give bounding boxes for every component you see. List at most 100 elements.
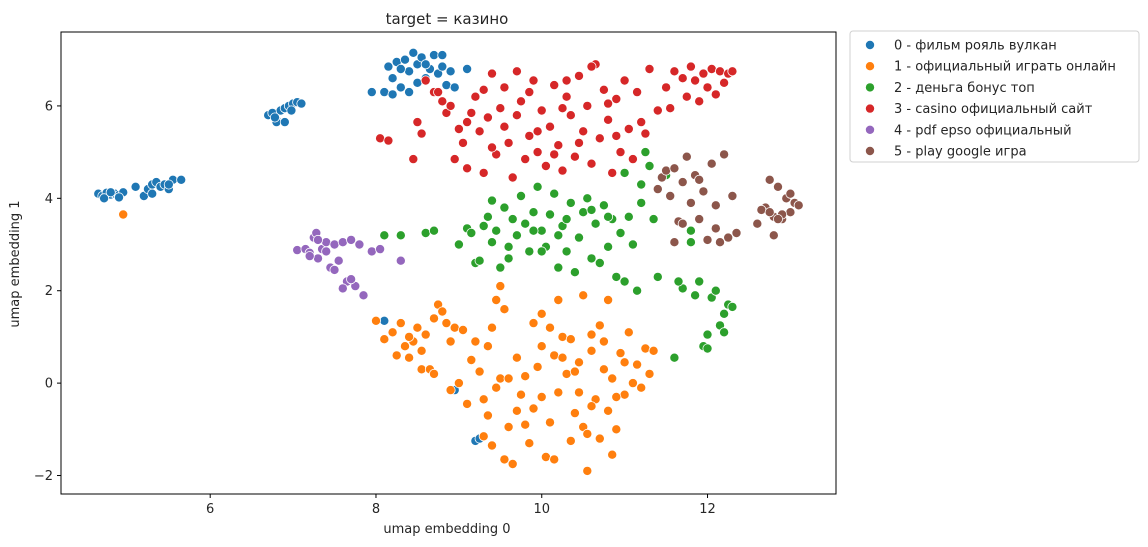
data-point (578, 126, 589, 137)
legend-marker (865, 61, 876, 72)
data-point (574, 387, 585, 398)
data-point (482, 211, 493, 222)
data-point (594, 320, 605, 331)
data-point (565, 334, 576, 345)
data-point (387, 327, 398, 338)
data-point (574, 232, 585, 243)
data-point (395, 318, 406, 329)
data-point (379, 334, 390, 345)
data-point (623, 124, 634, 135)
data-point (615, 348, 626, 359)
data-point (594, 257, 605, 268)
data-point (545, 209, 556, 220)
data-point (516, 389, 527, 400)
data-point (677, 218, 688, 229)
data-point (457, 137, 468, 148)
data-point (346, 274, 357, 285)
data-point (719, 308, 730, 319)
data-point (607, 167, 618, 178)
legend-label: 3 - casino официальный сайт (894, 102, 1093, 117)
data-point (462, 163, 473, 174)
data-point (764, 174, 775, 185)
data-point (594, 133, 605, 144)
data-point (540, 451, 551, 462)
data-point (773, 181, 784, 192)
legend-marker (865, 145, 876, 156)
data-point (346, 234, 357, 245)
data-point (627, 154, 638, 165)
data-point (528, 403, 539, 414)
data-point (648, 214, 659, 225)
data-point (428, 225, 439, 236)
data-point (441, 318, 452, 329)
points-layer (93, 47, 804, 476)
data-point (619, 75, 630, 86)
data-point (727, 301, 738, 312)
data-point (586, 253, 597, 264)
data-point (445, 336, 456, 347)
data-point (445, 385, 456, 396)
data-point (545, 121, 556, 132)
data-point (619, 276, 630, 287)
data-point (632, 359, 643, 370)
data-point (702, 234, 713, 245)
data-point (312, 234, 323, 245)
data-point (420, 329, 431, 340)
data-point (462, 117, 473, 128)
data-point (511, 66, 522, 77)
data-point (495, 281, 506, 292)
data-point (486, 68, 497, 79)
data-point (105, 187, 116, 198)
data-point (569, 366, 580, 377)
data-point (466, 354, 477, 365)
data-point (379, 230, 390, 241)
data-point (499, 304, 510, 315)
data-point (603, 98, 614, 109)
data-point (719, 149, 730, 160)
data-point (395, 255, 406, 266)
data-point (652, 105, 663, 116)
data-point (511, 352, 522, 363)
data-point (727, 66, 738, 77)
data-point (118, 209, 129, 220)
data-point (603, 211, 614, 222)
data-point (677, 177, 688, 188)
data-point (586, 329, 597, 340)
chart-title: target = казино (386, 10, 509, 28)
legend-label: 4 - pdf epso официальный (894, 123, 1072, 138)
data-point (428, 313, 439, 324)
legend-marker (865, 40, 876, 51)
data-point (636, 179, 647, 190)
data-point (536, 246, 547, 257)
data-point (710, 223, 721, 234)
data-point (449, 322, 460, 333)
data-point (416, 128, 427, 139)
data-point (408, 154, 419, 165)
data-point (428, 50, 439, 61)
data-point (644, 160, 655, 171)
data-point (445, 66, 456, 77)
data-point (574, 70, 585, 81)
data-point (366, 246, 377, 257)
data-point (640, 147, 651, 158)
data-point (486, 322, 497, 333)
data-point (532, 126, 543, 137)
data-point (685, 61, 696, 72)
y-tick-label: 0 (45, 377, 53, 392)
data-point (603, 241, 614, 252)
data-point (598, 84, 609, 95)
data-point (694, 96, 705, 107)
data-point (520, 371, 531, 382)
data-point (665, 190, 676, 201)
data-point (578, 207, 589, 218)
data-point (474, 255, 485, 266)
data-point (416, 345, 427, 356)
legend-label: 1 - официальный играть онлайн (894, 60, 1116, 75)
data-point (163, 179, 174, 190)
data-point (623, 211, 634, 222)
data-point (685, 225, 696, 236)
data-point (507, 214, 518, 225)
data-point (681, 91, 692, 102)
data-point (669, 237, 680, 248)
data-point (286, 105, 297, 116)
